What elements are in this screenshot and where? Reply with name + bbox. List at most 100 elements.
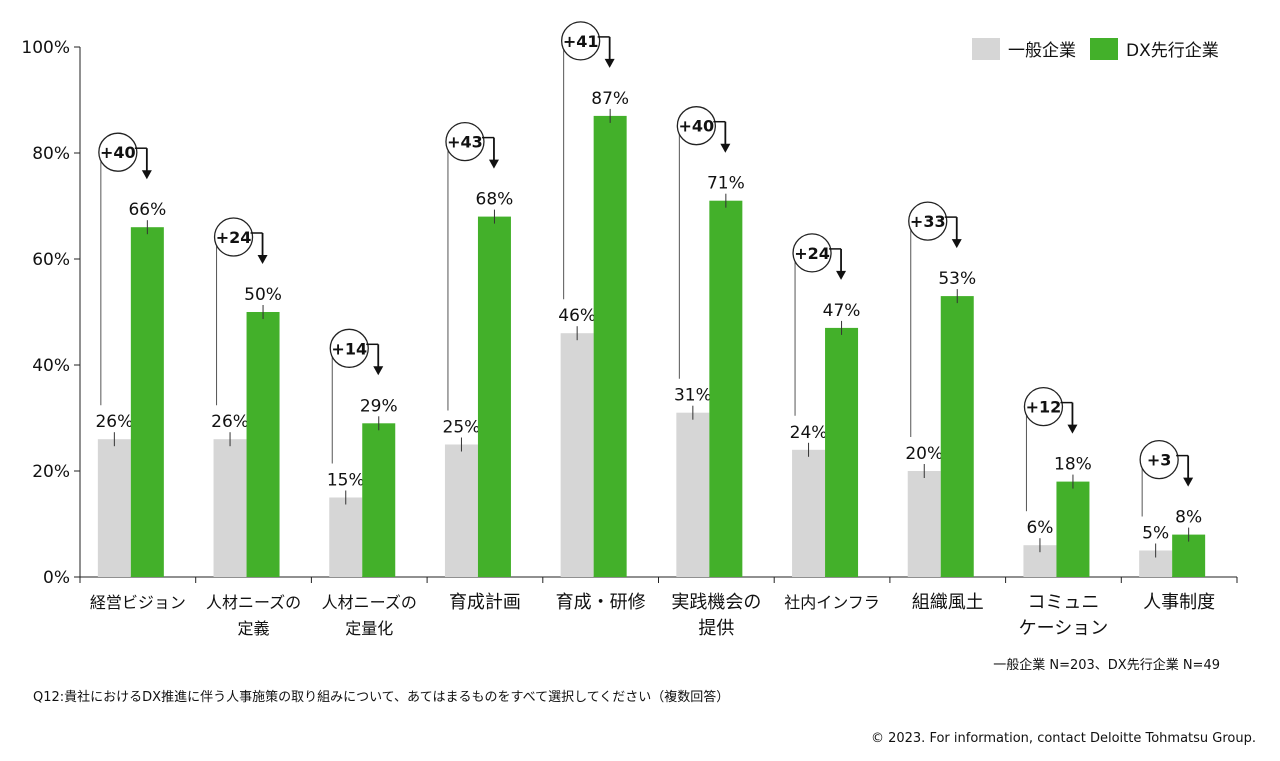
bar-general [213, 439, 247, 577]
difference-bubble [445, 121, 485, 162]
x-tick-label-line: 経営ビジョン [89, 593, 186, 612]
data-label-general: 46% [558, 306, 596, 326]
difference-bubble [98, 132, 138, 172]
legend-swatch-general [972, 37, 1000, 60]
difference-bubble [1023, 386, 1064, 427]
difference-bubble [561, 21, 601, 61]
bar-dx [940, 296, 974, 577]
difference-bubble [908, 201, 948, 241]
question-note: Q12:貴社におけるDX推進に伴う人事施策の取り組みについて、あてはまるものをす… [33, 690, 730, 705]
bar-dx [362, 423, 396, 577]
data-label-general: 31% [674, 386, 712, 406]
difference-label: +12 [1026, 398, 1062, 417]
x-tick-label: 経営ビジョン [83, 590, 193, 616]
data-label-dx: 18% [1054, 455, 1092, 475]
sample-size-note: 一般企業 N=203、DX先行企業 N=49 [993, 658, 1220, 673]
x-tick-label: 実践機会の 提供 [661, 590, 771, 642]
difference-bubble [329, 328, 369, 368]
y-tick-label: 0% [43, 568, 70, 588]
data-label-general: 5% [1142, 524, 1169, 544]
data-label-dx: 8% [1175, 508, 1202, 528]
difference-bubble [213, 217, 254, 257]
bar-dx [477, 216, 511, 577]
bar-general [907, 471, 941, 577]
data-label-general: 20% [905, 444, 943, 464]
legend-label-general: 一般企業 [1008, 41, 1076, 61]
data-label-general: 24% [790, 423, 828, 443]
data-label-dx: 71% [707, 174, 745, 194]
bar-dx [130, 227, 164, 577]
bar-general [444, 444, 478, 577]
difference-bubble [1139, 439, 1179, 480]
data-label-dx: 53% [938, 269, 976, 289]
x-tick-label-line: 社内インフラ [784, 593, 880, 612]
x-tick-label: 組織風土 [893, 590, 1003, 616]
difference-arrowhead [951, 239, 962, 249]
data-label-general: 26% [211, 412, 249, 432]
x-tick-label: 育成・研修 [546, 590, 656, 616]
legend-item-dx: DX先行企業 [1090, 36, 1219, 61]
x-tick-label-line: 人事制度 [1143, 592, 1216, 613]
difference-bubble [676, 106, 716, 146]
difference-arrowhead [257, 255, 268, 264]
data-label-dx: 87% [591, 89, 629, 109]
bar-general [329, 497, 363, 577]
data-label-general: 6% [1026, 518, 1053, 538]
bar-dx [825, 327, 859, 577]
data-label-dx: 50% [244, 285, 282, 305]
difference-arrowhead [720, 143, 731, 153]
x-tick-label-line: ケーション [1018, 618, 1109, 639]
bar-dx [1172, 534, 1206, 577]
data-label-dx: 68% [476, 190, 514, 210]
data-label-dx: 29% [360, 396, 398, 416]
bar-general [676, 412, 710, 577]
bar-general [560, 333, 594, 577]
bar-general [792, 449, 826, 577]
y-tick-label: 100% [21, 38, 70, 58]
data-label-general: 25% [443, 418, 481, 438]
y-tick-label: 20% [32, 462, 70, 482]
x-tick-label: 人材ニーズの 定量化 [314, 590, 424, 642]
x-tick-label-line: 定義 [237, 619, 270, 638]
difference-arrowhead [1183, 477, 1194, 487]
y-tick-label: 80% [32, 144, 70, 164]
copyright-note: © 2023. For information, contact Deloitt… [870, 731, 1256, 746]
bar-general [97, 439, 131, 577]
data-label-general: 15% [327, 471, 365, 491]
x-tick-label: 人材ニーズの 定義 [199, 590, 309, 642]
difference-arrowhead [1067, 424, 1078, 434]
difference-label: +33 [910, 212, 946, 231]
bar-chart: 0% 20% 40% 60% 80% 100% 26% 66% +40 26% 50% +24 15% 2… [21, 21, 1238, 588]
difference-arrowhead [373, 366, 384, 376]
x-tick-label-line: 育成計画 [448, 592, 521, 613]
bar-dx [593, 115, 627, 578]
x-tick-label-line: コミュニ [1027, 592, 1100, 613]
x-tick-label-line: 組織風土 [911, 592, 984, 613]
legend: 一般企業 DX先行企業 [972, 36, 1233, 61]
difference-label: +41 [563, 32, 599, 51]
bar-dx [1056, 481, 1090, 577]
difference-label: +3 [1147, 451, 1172, 470]
difference-arrowhead [604, 58, 615, 68]
legend-swatch-dx [1090, 37, 1118, 60]
y-tick-label: 60% [32, 250, 70, 270]
difference-label: +24 [216, 228, 252, 247]
bar-dx [709, 200, 743, 577]
x-tick-label-line: 定量化 [345, 619, 394, 638]
data-label-general: 26% [95, 412, 133, 432]
data-label-dx: 47% [823, 301, 861, 321]
y-tick-label: 40% [32, 356, 70, 376]
difference-arrowhead [488, 159, 499, 169]
data-label-dx: 66% [128, 200, 166, 220]
x-tick-label: 社内インフラ [777, 590, 887, 616]
difference-bubble [792, 233, 832, 273]
x-tick-label-line: 実践機会の [671, 592, 762, 613]
x-tick-label: コミュニ ケーション [1008, 590, 1118, 642]
x-tick-label: 育成計画 [430, 590, 540, 616]
difference-label: +14 [331, 339, 367, 358]
x-tick-label-line: 育成・研修 [555, 592, 646, 613]
difference-label: +40 [100, 143, 136, 162]
x-tick-label: 人事制度 [1124, 590, 1234, 616]
x-tick-label-line: 提供 [698, 618, 735, 639]
bar-dx [246, 312, 280, 577]
